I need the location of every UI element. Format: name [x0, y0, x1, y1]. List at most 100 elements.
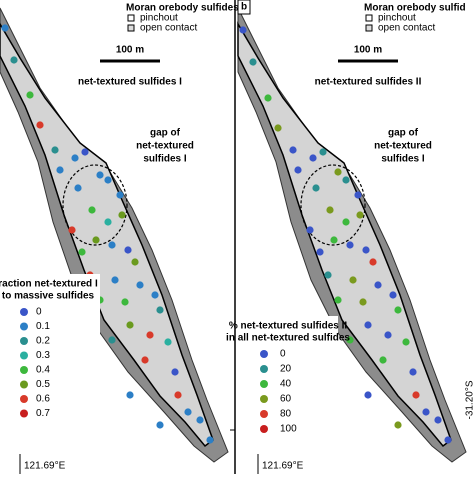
sample-dot — [92, 236, 100, 244]
legend-label: pinchout — [378, 13, 416, 24]
gap-label: gap of — [388, 128, 419, 139]
legend-title: in all net-textured sulfides — [226, 333, 350, 344]
sample-dot — [164, 338, 172, 346]
sample-dot — [1, 24, 9, 32]
legend-label: 0.5 — [36, 379, 50, 390]
sample-dot — [362, 246, 370, 254]
gap-outline — [62, 164, 128, 246]
legend-label: 0 — [280, 349, 286, 360]
gap-outline — [300, 164, 366, 246]
sample-dot — [96, 171, 104, 179]
sample-dot — [146, 331, 154, 339]
sample-dot — [71, 154, 79, 162]
sample-dot — [10, 56, 18, 64]
legend-label: open contact — [140, 23, 197, 34]
sample-dot — [121, 298, 129, 306]
legend-title: to massive sulfides — [2, 291, 95, 302]
scale-label: 100 m — [116, 45, 144, 56]
sample-dot — [81, 148, 89, 156]
legend-header: Moran orebody sulfides: — [126, 3, 242, 14]
pinchout-icon — [365, 14, 373, 22]
gap-label: net-textured — [136, 141, 194, 152]
legend-dot — [20, 380, 28, 389]
legend-dot — [260, 350, 268, 358]
sample-dot — [136, 281, 144, 289]
sample-dot — [126, 391, 134, 399]
sample-dot — [319, 148, 327, 156]
legend-label: 0.3 — [36, 350, 50, 361]
longitude-label: 121.69°E — [262, 461, 304, 472]
legend-label: 40 — [280, 379, 292, 390]
legend-label: 80 — [280, 409, 292, 420]
legend-dot — [20, 395, 28, 403]
sample-dot — [56, 166, 64, 174]
legend-title: % net-textured sulfides II — [229, 321, 348, 332]
pinchout-icon — [127, 14, 135, 22]
latitude-label: -31.20°S — [465, 380, 474, 419]
legend-dot — [260, 395, 268, 403]
sample-dot — [309, 154, 317, 162]
legend-box — [0, 274, 100, 424]
sample-dot — [306, 226, 314, 234]
legend-label: open contact — [378, 23, 435, 34]
sample-dot — [151, 291, 159, 299]
gap-label: net-textured — [374, 141, 432, 152]
sample-dot — [104, 176, 112, 184]
sample-dot — [346, 336, 354, 344]
sample-dot — [326, 206, 334, 214]
legend-dot — [20, 337, 28, 345]
scale-label: 100 m — [354, 45, 382, 56]
sample-dot — [74, 184, 82, 192]
gap-label: sulfides I — [381, 154, 425, 165]
gap-label: sulfides I — [143, 154, 187, 165]
legend-title: raction net-textured I — [0, 279, 98, 290]
sample-dot — [36, 121, 44, 129]
legend-dot — [20, 308, 28, 316]
sample-dot — [402, 338, 410, 346]
sample-dot — [444, 436, 452, 444]
legend-box — [360, 0, 472, 36]
sample-dot — [434, 416, 442, 424]
sample-dot — [334, 168, 342, 176]
panel-letter: b — [241, 2, 247, 13]
legend-dot — [20, 322, 28, 331]
sample-dot — [108, 336, 116, 344]
sample-dot — [289, 146, 297, 154]
legend-label: 100 — [280, 424, 297, 435]
gap-label: gap of — [150, 128, 181, 139]
sample-dot — [196, 416, 204, 424]
sample-dot — [316, 248, 324, 256]
sample-dot — [26, 91, 34, 99]
legend-box — [122, 0, 234, 36]
open-contact-icon — [127, 24, 135, 32]
legend-dot — [260, 410, 268, 418]
sample-dot — [354, 191, 362, 199]
sample-dot — [51, 146, 59, 154]
sample-dot — [184, 408, 192, 416]
sample-dot — [78, 248, 86, 256]
sample-dot — [359, 298, 367, 306]
sample-dot — [156, 421, 164, 429]
legend-label: 0.6 — [36, 394, 50, 405]
sample-dot — [364, 391, 372, 399]
sample-dot — [131, 258, 139, 266]
sample-dot — [108, 241, 116, 249]
legend-label: pinchout — [140, 13, 178, 24]
panel-letter-box — [237, 0, 251, 15]
sample-dot — [374, 281, 382, 289]
legend-label: 0.7 — [36, 408, 50, 419]
sample-dot — [412, 391, 420, 399]
sample-dot — [124, 246, 132, 254]
legend-label: 20 — [280, 364, 292, 375]
legend-dot — [260, 380, 268, 388]
sample-dot — [379, 356, 387, 364]
legend-dot — [20, 366, 28, 374]
sample-dot — [342, 218, 350, 226]
map-title: net-textured sulfides I — [78, 77, 182, 88]
sample-dot — [356, 211, 364, 219]
sample-dot — [384, 331, 392, 339]
sample-dot — [394, 421, 402, 429]
legend-label: 0.2 — [36, 336, 50, 347]
